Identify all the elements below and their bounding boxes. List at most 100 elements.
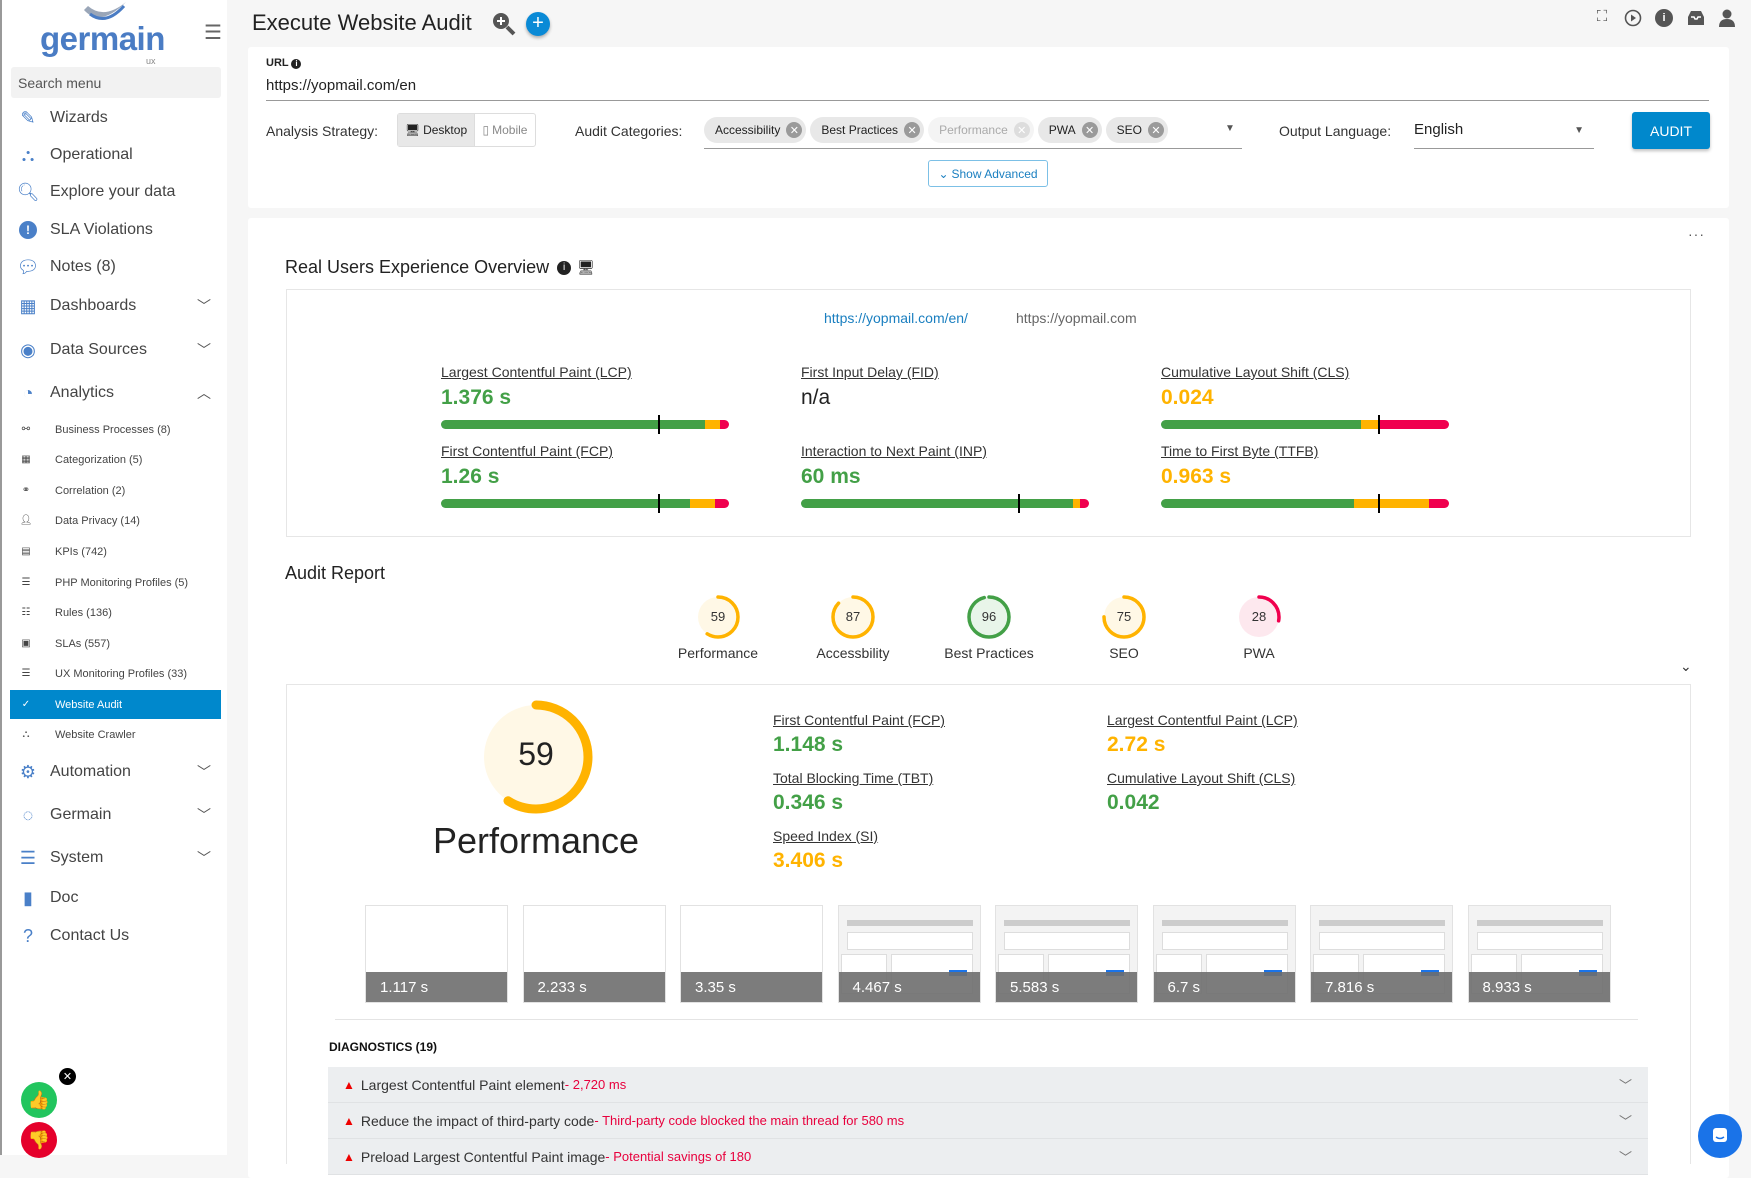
desktop-icon: 🖥	[404, 123, 421, 137]
chevron-down-icon[interactable]: ﹀	[1618, 1114, 1632, 1129]
chevron-down-icon[interactable]: ﹀	[1618, 1078, 1632, 1093]
info-icon[interactable]: i	[557, 260, 572, 275]
sidebar-item-data-sources[interactable]: ◉ Data Sources ﹀	[16, 336, 221, 364]
hamburger-menu-icon[interactable]: ☰	[204, 22, 222, 44]
info-icon[interactable]: i	[1655, 9, 1673, 27]
chevron-down-icon[interactable]: ﹀	[197, 807, 211, 823]
remove-chip-icon[interactable]: ✕	[786, 122, 803, 138]
sliders-icon: ☰	[21, 668, 31, 679]
chevron-down-icon[interactable]: ﹀	[197, 764, 211, 780]
sidebar-item-analytics[interactable]: ◔ Analytics ︿	[16, 379, 221, 407]
audit-button[interactable]: AUDIT	[1632, 112, 1710, 149]
sidebar-item-ux-monitoring-profiles[interactable]: ☰ UX Monitoring Profiles (33)	[10, 659, 221, 688]
add-button[interactable]: +	[526, 12, 550, 36]
play-icon[interactable]	[1624, 9, 1642, 27]
filmstrip-frame[interactable]: 5.583 s	[995, 905, 1138, 1003]
show-advanced-button[interactable]: ⌄ Show Advanced	[928, 160, 1048, 187]
remove-chip-icon[interactable]: ✕	[1081, 122, 1098, 138]
sidebar-item-website-crawler[interactable]: ⛬ Website Crawler	[10, 720, 221, 749]
gauge-arc	[479, 700, 593, 814]
audit-categories-select[interactable]: Accessibility ✕ Best Practices ✕ Performance…	[704, 117, 1242, 149]
filmstrip-time: 8.933 s	[1468, 972, 1610, 1002]
rux-link-page[interactable]: https://yopmail.com/en/	[824, 310, 968, 326]
score-gauge-performance[interactable]	[693, 592, 743, 642]
sidebar-item-germain[interactable]: ◌ Germain ﹀	[16, 801, 221, 829]
sidebar-item-explore-your-data[interactable]: 🔍︎ Explore your data	[16, 178, 221, 206]
chevron-down-icon[interactable]: ﹀	[197, 298, 211, 314]
user-icon[interactable]	[1718, 8, 1736, 28]
category-chip[interactable]: Best Practices ✕	[810, 117, 925, 143]
germain-logo[interactable]: germain ux	[40, 2, 165, 66]
sidebar-item-sla-violations[interactable]: ! SLA Violations	[16, 216, 221, 244]
categories-dropdown-icon[interactable]: ▼	[1225, 123, 1235, 134]
p75-marker	[658, 494, 661, 513]
chevron-down-icon[interactable]: ﹀	[197, 342, 211, 358]
sidebar-item-operational[interactable]: ⛬ Operational	[16, 141, 221, 169]
sidebar-item-correlation[interactable]: ⚭ Correlation (2)	[10, 476, 221, 505]
output-language-select[interactable]: English ▼	[1414, 117, 1594, 149]
sidebar-item-dashboards[interactable]: ▦ Dashboards ﹀	[16, 292, 221, 320]
score-gauge-pwa[interactable]	[1234, 592, 1284, 642]
thumbs-down-button[interactable]: 👎	[21, 1122, 57, 1158]
performance-panel	[286, 684, 1691, 1164]
category-chip[interactable]: Accessibility ✕	[704, 117, 807, 143]
sidebar-item-data-privacy[interactable]: 👤︎ Data Privacy (14)	[19, 514, 140, 527]
chevron-down-icon[interactable]: ﹀	[197, 850, 211, 866]
thumbs-up-button[interactable]: 👍	[21, 1082, 57, 1118]
filmstrip-frame[interactable]: 6.7 s	[1152, 905, 1296, 1003]
grid-icon: ▦	[21, 454, 31, 465]
close-feedback-icon[interactable]: ✕	[59, 1068, 76, 1085]
chat-button[interactable]	[1698, 1114, 1742, 1158]
sidebar-item-doc[interactable]: ▮ Doc	[16, 884, 221, 912]
filmstrip-frame[interactable]: 2.233 s	[522, 905, 666, 1003]
rux-link-origin[interactable]: https://yopmail.com	[1016, 310, 1137, 326]
inbox-icon[interactable]	[1686, 9, 1706, 27]
sidebar-item-automation[interactable]: ⚙ Automation ﹀	[16, 758, 221, 786]
diagnostic-row[interactable]: ▲ Largest Contentful Paint element - 2,72…	[328, 1067, 1648, 1103]
filmstrip-frame[interactable]: 4.467 s	[837, 905, 981, 1003]
search-menu-input[interactable]: Search menu	[11, 67, 221, 98]
zoom-in-icon[interactable]	[491, 11, 517, 37]
strategy-mobile-button[interactable]: ▯ Mobile	[482, 123, 528, 137]
remove-chip-icon[interactable]: ✕	[1013, 122, 1030, 138]
category-chip[interactable]: Performance ✕	[928, 117, 1034, 143]
sidebar-item-website-audit[interactable]: ✓ Website Audit	[10, 690, 221, 719]
filmstrip-frame[interactable]: 8.933 s	[1467, 905, 1611, 1003]
sliders-icon: ☰	[19, 847, 37, 868]
strategy-desktop-button[interactable]: 🖥 Desktop	[398, 114, 475, 146]
collapse-all-icon[interactable]: ⌄	[1680, 658, 1692, 674]
category-chip[interactable]: PWA ✕	[1037, 117, 1102, 143]
page-thumbnail	[1476, 920, 1603, 926]
score-gauge-best-practices[interactable]	[964, 592, 1014, 642]
needs-improvement-segment	[1361, 420, 1379, 429]
more-options-icon[interactable]: ···	[1688, 226, 1705, 242]
sidebar-item-contact-us[interactable]: ? Contact Us	[16, 922, 221, 950]
warning-triangle-icon: ▲	[343, 1077, 355, 1092]
poor-segment	[1378, 420, 1449, 429]
sidebar-item-business-processes[interactable]: ⚯ Business Processes (8)	[10, 415, 221, 444]
filmstrip-frame[interactable]: 3.35 s	[680, 905, 823, 1003]
url-input[interactable]: https://yopmail.com/en	[266, 77, 1709, 101]
filmstrip-frame[interactable]: 7.816 s	[1310, 905, 1453, 1003]
score-gauge-seo[interactable]	[1099, 592, 1149, 642]
chevron-up-icon[interactable]: ︿	[197, 385, 211, 401]
diagnostic-row[interactable]: ▲ Preload Largest Contentful Paint image …	[328, 1139, 1648, 1175]
sidebar-item-system[interactable]: ☰ System ﹀	[16, 844, 221, 872]
sidebar-item-categorization[interactable]: ▦ Categorization (5)	[10, 445, 221, 474]
filmstrip-frame[interactable]: 1.117 s	[365, 905, 508, 1003]
remove-chip-icon[interactable]: ✕	[904, 122, 921, 138]
sidebar-item-wizards[interactable]: ✎ Wizards	[16, 104, 221, 132]
sidebar-item-php-monitoring-profiles[interactable]: ☰ PHP Monitoring Profiles (5)	[10, 568, 221, 597]
score-gauge-accessbility[interactable]	[828, 592, 878, 642]
remove-chip-icon[interactable]: ✕	[1148, 122, 1164, 138]
fullscreen-icon[interactable]: ⛶	[1596, 8, 1608, 25]
diagnostic-row[interactable]: ▲ Reduce the impact of third-party code -…	[328, 1103, 1648, 1139]
sidebar-item-slas[interactable]: ▣ SLAs (557)	[10, 629, 221, 658]
sidebar-item-notes[interactable]: 💬︎ Notes (8)	[16, 253, 221, 281]
sidebar-item-rules[interactable]: ☷ Rules (136)	[10, 598, 221, 627]
chevron-down-icon[interactable]: ﹀	[1618, 1150, 1632, 1165]
sidebar-item-kpis[interactable]: ▤ KPIs (742)	[10, 537, 221, 566]
distribution-bar	[441, 494, 729, 513]
circle-dots-icon: ◌	[22, 804, 34, 825]
category-chip[interactable]: SEO ✕	[1105, 117, 1168, 143]
